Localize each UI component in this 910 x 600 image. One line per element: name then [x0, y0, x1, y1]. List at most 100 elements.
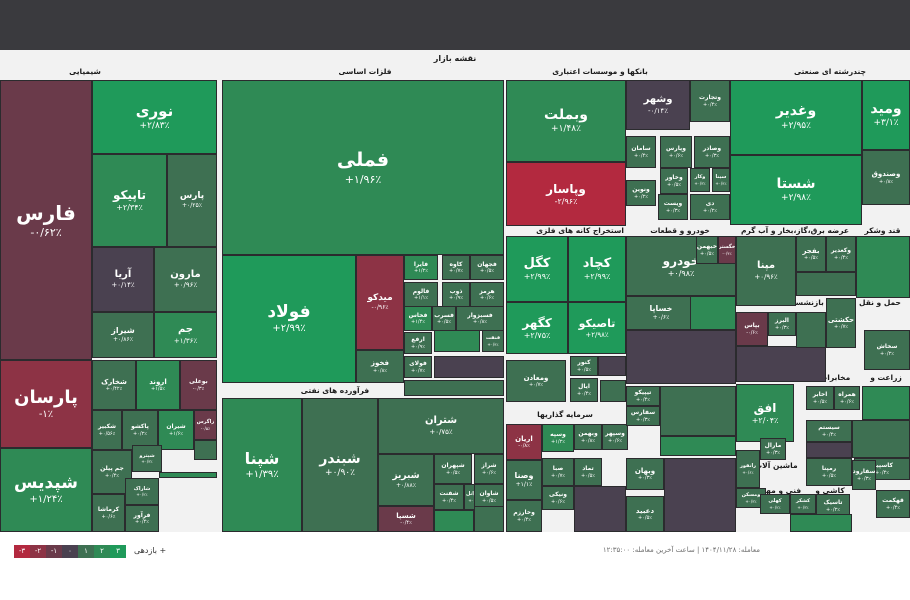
- stock-tile[interactable]: وپاسار -۲/۹۶٪: [506, 162, 626, 226]
- stock-tile[interactable]: فملی +۱/۹۶٪: [222, 80, 504, 255]
- stock-tile[interactable]: شفنت +۰/۴٪: [434, 484, 464, 510]
- stock-tile[interactable]: وسپهر +۰/۶٪: [602, 424, 628, 450]
- stock-tile[interactable]: شسپا -۰/۴٪: [378, 506, 434, 532]
- minor-tile[interactable]: [660, 386, 736, 436]
- stock-tile[interactable]: کگهر +۲/۷۵٪: [506, 302, 568, 354]
- stock-tile[interactable]: کچاد +۲/۹۹٪: [568, 236, 626, 302]
- stock-tile[interactable]: کاوه +۰/۷٪: [442, 255, 470, 280]
- stock-tile[interactable]: دعبید +۰/۵٪: [626, 496, 664, 532]
- minor-tile[interactable]: [434, 330, 480, 352]
- stock-tile[interactable]: ومید +۳/۱٪: [862, 80, 910, 150]
- stock-tile[interactable]: فرآور +۰/۴٪: [125, 505, 159, 532]
- minor-tile[interactable]: [660, 436, 736, 456]
- stock-tile[interactable]: فخوز +۰/۸٪: [356, 350, 404, 383]
- minor-tile[interactable]: [474, 506, 504, 532]
- stock-tile[interactable]: تماد +۰/۵٪: [574, 458, 602, 486]
- minor-tile[interactable]: [598, 356, 626, 376]
- minor-tile[interactable]: [852, 420, 910, 458]
- minor-tile[interactable]: [690, 296, 736, 330]
- stock-tile[interactable]: وصندوق +۰/۸٪: [862, 150, 910, 205]
- stock-tile[interactable]: سفارود +۰/۳٪: [852, 460, 876, 490]
- stock-tile[interactable]: وتجارت +۰/۴٪: [690, 80, 730, 122]
- stock-tile[interactable]: شپنا +۱/۳۹٪: [222, 398, 302, 532]
- stock-tile[interactable]: شراز +۰/۶٪: [474, 454, 504, 484]
- stock-tile[interactable]: شیران +۱/۶٪: [158, 410, 194, 450]
- minor-tile[interactable]: [862, 386, 910, 420]
- stock-tile[interactable]: وبهمن +۰/۸٪: [574, 424, 602, 450]
- stock-tile[interactable]: زاگرس -۰/۵٪: [194, 410, 217, 440]
- minor-tile[interactable]: [796, 312, 826, 348]
- stock-tile[interactable]: مارون +۰/۹۶٪: [154, 247, 217, 312]
- stock-tile[interactable]: سخاش +۰/۲٪: [864, 330, 910, 370]
- stock-tile[interactable]: شپدیس +۱/۲۴٪: [0, 448, 92, 532]
- stock-tile[interactable]: وبهان +۰/۳٪: [626, 458, 664, 490]
- stock-tile[interactable]: مپنا +۰/۹۶٪: [736, 236, 796, 306]
- stock-tile[interactable]: پارس +۰/۲۵٪: [167, 154, 217, 247]
- stock-tile[interactable]: قهکمت +۰/۴٪: [876, 490, 910, 518]
- stock-tile[interactable]: اخابر +۰/۵٪: [806, 386, 834, 410]
- minor-tile[interactable]: [404, 380, 504, 396]
- stock-tile[interactable]: شخارک +۰/۴۲٪: [92, 360, 136, 410]
- stock-tile[interactable]: ویست +۰/۳٪: [658, 194, 688, 220]
- stock-tile[interactable]: شپهران +۰/۵٪: [434, 454, 472, 484]
- stock-tile[interactable]: کهلی +۰/۲٪: [760, 494, 790, 514]
- minor-tile[interactable]: [796, 272, 856, 296]
- stock-tile[interactable]: کگل +۲/۹۹٪: [506, 236, 568, 302]
- stock-tile[interactable]: شاراک +۰/۲٪: [125, 478, 159, 505]
- minor-tile[interactable]: [159, 472, 217, 478]
- stock-tile[interactable]: بفجر +۰/۵٪: [796, 236, 826, 272]
- stock-tile[interactable]: تاپیکو +۲/۳۴٪: [92, 154, 167, 247]
- stock-tile[interactable]: فسبزوار +۰/۸٪: [456, 306, 504, 331]
- stock-tile[interactable]: خساپا +۰/۶٪: [626, 296, 696, 330]
- stock-tile[interactable]: همراه +۰/۶٪: [834, 386, 860, 410]
- stock-tile[interactable]: وخارزم +۰/۴٪: [506, 500, 542, 532]
- stock-tile[interactable]: فالوم +۱/۱٪: [404, 282, 438, 307]
- stock-tile[interactable]: وبملت +۱/۴۸٪: [506, 80, 626, 162]
- stock-tile[interactable]: شبندر +۰/۹۰٪: [302, 398, 378, 532]
- stock-tile[interactable]: فنفت +۰/۴٪: [482, 330, 504, 352]
- stock-tile[interactable]: بوعلی -۰/۳٪: [180, 360, 217, 410]
- stock-tile[interactable]: شبریز +۰/۸۸٪: [378, 454, 434, 506]
- stock-tile[interactable]: ونیکی +۰/۶٪: [542, 486, 574, 510]
- stock-tile[interactable]: کرماشا +۰/۶٪: [92, 494, 125, 532]
- stock-tile[interactable]: فایرا +۱/۲٪: [404, 255, 438, 280]
- stock-tile[interactable]: وغدیر +۲/۹۵٪: [730, 80, 862, 155]
- stock-tile[interactable]: کنور +۰/۵٪: [570, 356, 598, 376]
- stock-tile[interactable]: بپاس -۰/۶٪: [736, 312, 768, 346]
- stock-tile[interactable]: شستا +۲/۹۸٪: [730, 155, 862, 225]
- stock-tile[interactable]: جم +۱/۳۶٪: [154, 312, 217, 358]
- stock-tile[interactable]: وکغدیر +۰/۴٪: [826, 236, 856, 272]
- stock-tile[interactable]: وپارس +۰/۶٪: [660, 136, 692, 168]
- stock-tile[interactable]: وصادر +۰/۳٪: [694, 136, 730, 168]
- minor-tile[interactable]: [194, 440, 217, 460]
- stock-tile[interactable]: اریان -۰/۸٪: [506, 424, 542, 460]
- stock-tile[interactable]: البرز +۰/۳٪: [768, 312, 796, 336]
- minor-tile[interactable]: [806, 442, 852, 458]
- stock-tile[interactable]: سیستم +۰/۴٪: [806, 420, 852, 442]
- stock-tile[interactable]: افق +۲/۰۴٪: [736, 384, 794, 442]
- stock-tile[interactable]: سفارس +۰/۳٪: [626, 406, 660, 426]
- stock-tile[interactable]: پارسان -۱٪: [0, 360, 92, 448]
- stock-tile[interactable]: فولای +۰/۷٪: [404, 356, 432, 378]
- stock-tile[interactable]: شتران +۰/۷۵٪: [378, 398, 504, 454]
- stock-tile[interactable]: وصنا +۱/۱٪: [506, 460, 542, 500]
- stock-tile[interactable]: شپترو +۰/۳٪: [132, 445, 162, 472]
- stock-tile[interactable]: ومعادن +۰/۷٪: [506, 360, 566, 402]
- stock-tile[interactable]: رانفور +۰/۶٪: [736, 450, 760, 488]
- stock-tile[interactable]: آریا +۰/۱۴٪: [92, 247, 154, 312]
- stock-tile[interactable]: حکشتی +۰/۷٪: [826, 298, 856, 348]
- stock-tile[interactable]: فولاد +۲/۹۹٪: [222, 255, 356, 383]
- minor-tile[interactable]: [434, 510, 474, 532]
- stock-tile[interactable]: فارس -۰/۶۲٪: [0, 80, 92, 360]
- stock-tile[interactable]: خگستر -۰/۴٪: [718, 236, 736, 264]
- stock-tile[interactable]: پاکشو +۰/۲٪: [122, 410, 158, 450]
- minor-tile[interactable]: [790, 514, 852, 532]
- minor-tile[interactable]: [574, 486, 626, 532]
- stock-tile[interactable]: رمپنا +۰/۵٪: [806, 458, 852, 486]
- stock-tile[interactable]: تیپیکو +۰/۴٪: [626, 386, 660, 406]
- stock-tile[interactable]: وسپه +۱/۲٪: [542, 424, 574, 452]
- minor-tile[interactable]: [664, 458, 736, 532]
- stock-tile[interactable]: ومسکن +۰/۳٪: [736, 488, 766, 508]
- stock-tile[interactable]: اروند +۱/۵٪: [136, 360, 180, 410]
- stock-tile[interactable]: وشهر -۰/۱۴٪: [626, 80, 690, 130]
